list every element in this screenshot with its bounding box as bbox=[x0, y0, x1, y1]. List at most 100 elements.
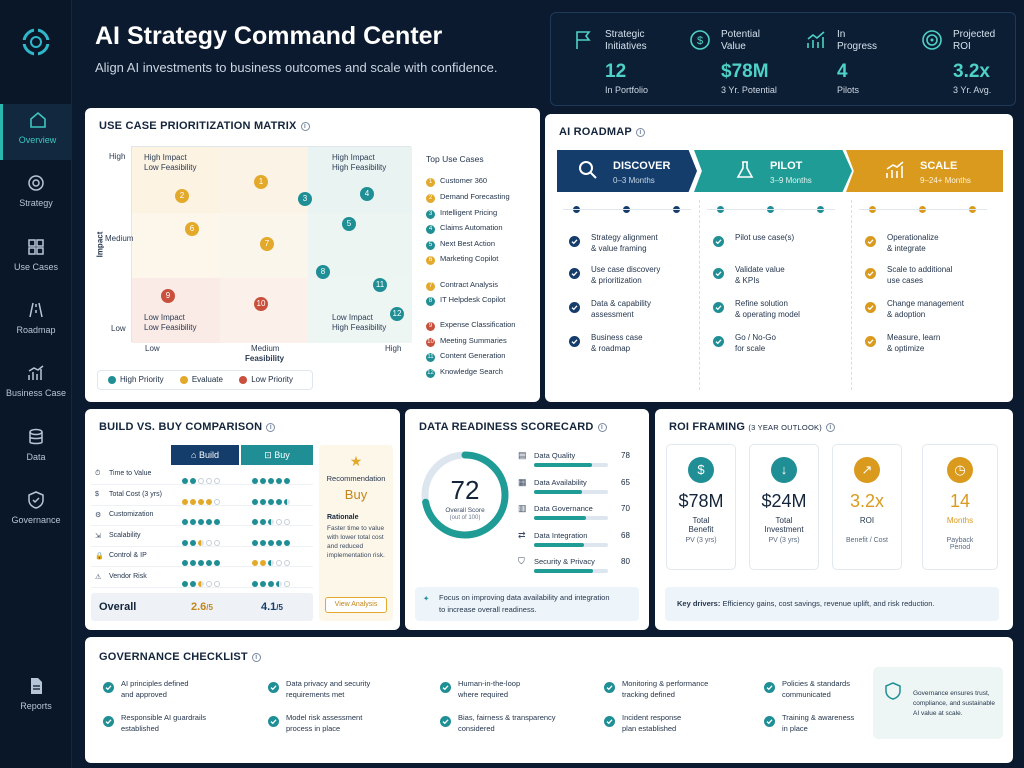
score-dot bbox=[190, 539, 196, 546]
shield-icon bbox=[28, 491, 44, 509]
use-case-item[interactable]: 2 Demand Forecasting bbox=[426, 192, 510, 203]
chart-icon bbox=[28, 365, 44, 380]
use-case-item[interactable]: 5 Next Best Action bbox=[426, 239, 495, 250]
nav-overview[interactable]: Overview bbox=[0, 104, 72, 160]
use-case-item[interactable]: 6 Marketing Copilot bbox=[426, 254, 498, 265]
nav-business-case[interactable]: Business Case bbox=[0, 357, 72, 413]
phase-name: DISCOVER bbox=[613, 160, 671, 172]
matrix-point[interactable]: 9 bbox=[161, 289, 175, 303]
use-case-item[interactable]: 11 Content Generation bbox=[426, 351, 505, 362]
score-value: 4.1 bbox=[261, 601, 277, 613]
roadmap-item-line: use cases bbox=[887, 276, 924, 285]
checklist-item[interactable]: AI principles defined and approved bbox=[121, 678, 189, 700]
checklist-item[interactable]: Monitoring & performance tracking defined bbox=[622, 678, 708, 700]
criteria-label: Total Cost (3 yrs) bbox=[109, 490, 162, 498]
roi-icon: $ bbox=[688, 457, 714, 483]
info-icon[interactable]: i bbox=[597, 422, 607, 432]
matrix-point[interactable]: 6 bbox=[185, 222, 199, 236]
row-icon: $ bbox=[95, 490, 99, 498]
matrix-point[interactable]: 5 bbox=[342, 217, 356, 231]
nav-label: Governance bbox=[11, 515, 61, 525]
nav-roadmap[interactable]: Roadmap bbox=[0, 294, 72, 350]
nav-governance[interactable]: Governance bbox=[0, 484, 72, 540]
score-dot bbox=[284, 498, 290, 505]
roi-value: $78M bbox=[678, 491, 724, 511]
matrix-point[interactable]: 7 bbox=[260, 237, 274, 251]
phase-scale[interactable]: SCALE 9–24+ Months bbox=[846, 150, 1003, 192]
checklist-line: where required bbox=[458, 690, 509, 699]
score-dot bbox=[276, 539, 282, 546]
matrix-point[interactable]: 3 bbox=[298, 192, 312, 206]
use-case-item[interactable]: 4 Claims Automation bbox=[426, 223, 503, 234]
info-icon[interactable]: i bbox=[825, 422, 835, 432]
matrix-point[interactable]: 4 bbox=[360, 187, 374, 201]
criteria-label: Time to Value bbox=[109, 470, 152, 477]
criteria-label: Control & IP bbox=[109, 552, 147, 559]
score-dot bbox=[214, 580, 220, 587]
nav-reports[interactable]: Reports bbox=[0, 670, 72, 726]
check-icon bbox=[713, 334, 724, 347]
checklist-item[interactable]: Training & awareness in place bbox=[782, 712, 854, 734]
quadrant-label: Low Impact Low Feasibility bbox=[144, 313, 196, 333]
readiness-value: 65 bbox=[621, 477, 630, 487]
score-dots bbox=[182, 553, 222, 571]
use-case-label: Content Generation bbox=[440, 351, 506, 360]
matrix-point[interactable]: 10 bbox=[254, 297, 268, 311]
checklist-item[interactable]: Human-in-the-loop where required bbox=[458, 678, 520, 700]
nav-strategy[interactable]: Strategy bbox=[0, 167, 72, 223]
score-value: 2.6 bbox=[191, 601, 207, 613]
nav-data[interactable]: Data bbox=[0, 421, 72, 477]
score-dot bbox=[198, 580, 204, 587]
roadmap-item-line: & KPIs bbox=[735, 276, 760, 285]
use-case-number: 10 bbox=[426, 338, 435, 347]
checklist-item[interactable]: Model risk assessment process in place bbox=[286, 712, 362, 734]
roadmap-item-line: Pilot use case(s) bbox=[735, 233, 795, 242]
use-case-label: IT Helpdesk Copilot bbox=[440, 295, 506, 304]
phase-discover[interactable]: DISCOVER 0–3 Months bbox=[557, 150, 697, 192]
matrix-point[interactable]: 1 bbox=[254, 175, 268, 189]
use-case-item[interactable]: 12 Knowledge Search bbox=[426, 367, 503, 378]
use-case-item[interactable]: 8 IT Helpdesk Copilot bbox=[426, 295, 505, 306]
matrix-point[interactable]: 11 bbox=[373, 278, 387, 292]
use-case-item[interactable]: 7 Contract Analysis bbox=[426, 280, 498, 291]
checklist-item[interactable]: Data privacy and security requirements me… bbox=[286, 678, 370, 700]
nav-label: Roadmap bbox=[16, 325, 56, 335]
matrix-point[interactable]: 8 bbox=[316, 265, 330, 279]
phase-pilot[interactable]: PILOT 3–9 Months bbox=[694, 150, 852, 192]
info-icon[interactable]: i bbox=[635, 127, 645, 137]
matrix-point[interactable]: 12 bbox=[390, 307, 404, 321]
view-analysis-button[interactable]: View Analysis bbox=[325, 597, 387, 613]
score-dot bbox=[252, 498, 258, 505]
use-case-item[interactable]: 10 Meeting Summaries bbox=[426, 336, 507, 347]
score-dot bbox=[260, 519, 266, 525]
checklist-item[interactable]: Policies & standards communicated bbox=[782, 678, 850, 700]
matrix-cell bbox=[220, 278, 308, 343]
roadmap-item: Go / No-Go for scale bbox=[735, 332, 776, 354]
checklist-item[interactable]: Responsible AI guardrails established bbox=[121, 712, 206, 734]
use-case-item[interactable]: 9 Expense Classification bbox=[426, 320, 515, 331]
info-icon[interactable]: i bbox=[300, 121, 310, 131]
checklist-item[interactable]: Incident response plan established bbox=[622, 712, 681, 734]
score-dot bbox=[268, 519, 274, 525]
readiness-bar bbox=[534, 463, 608, 467]
info-icon[interactable]: i bbox=[251, 652, 261, 662]
score-dot bbox=[182, 478, 188, 484]
score-dot bbox=[214, 498, 220, 505]
matrix-point[interactable]: 2 bbox=[175, 189, 189, 203]
use-case-item[interactable]: 3 Intelligent Pricing bbox=[426, 208, 497, 219]
roadmap-item-line: Validate value bbox=[735, 265, 785, 274]
kpi-sub: 3 Yr. Potential bbox=[721, 85, 777, 95]
y-tick: High bbox=[109, 152, 126, 161]
recommendation-panel: ★ Recommendation Buy Rationale Faster ti… bbox=[319, 445, 393, 621]
checklist-item[interactable]: Bias, fairness & transparency considered bbox=[458, 712, 556, 734]
info-icon[interactable]: i bbox=[266, 422, 276, 432]
use-case-item[interactable]: 1 Customer 360 bbox=[426, 176, 487, 187]
nav-label: Use Cases bbox=[13, 262, 58, 272]
roi-icon: ◷ bbox=[947, 457, 973, 483]
readiness-label: Data Integration bbox=[534, 530, 588, 540]
score-dot bbox=[252, 539, 258, 546]
gauge-fill bbox=[421, 451, 509, 539]
score-dot bbox=[252, 478, 258, 484]
kpi-label: Progress bbox=[837, 41, 878, 52]
nav-use-cases[interactable]: Use Cases bbox=[0, 231, 72, 287]
